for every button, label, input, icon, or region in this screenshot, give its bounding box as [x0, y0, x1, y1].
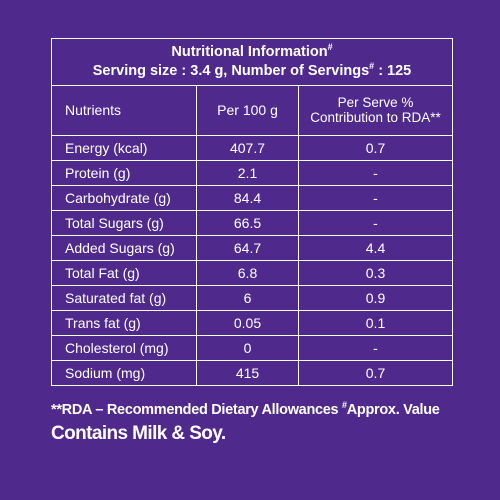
rda-value: 0.1 [298, 310, 453, 336]
rda-value: 0.9 [298, 285, 453, 311]
per100-value: 66.5 [196, 210, 299, 236]
rda-value: - [298, 160, 453, 186]
column-header-row: Nutrients Per 100 g Per Serve % Contribu… [51, 85, 453, 136]
nutrient-name: Added Sugars (g) [51, 235, 197, 261]
table-header-row: Nutritional Information# Serving size : … [51, 38, 453, 86]
serving-info: Serving size : 3.4 g, Number of Servings… [52, 60, 452, 79]
nutrient-name: Cholesterol (mg) [51, 335, 197, 361]
footnote-hash: # [342, 400, 347, 411]
col-header-nutrients: Nutrients [51, 85, 197, 136]
rda-footnote: **RDA – Recommended Dietary Allowances #… [51, 400, 440, 418]
per100-value: 0.05 [196, 310, 299, 336]
title-text: Nutritional Information [171, 44, 328, 61]
col-header-rda: Per Serve % Contribution to RDA** [298, 85, 453, 136]
rda-value: - [298, 335, 453, 361]
rda-value: - [298, 210, 453, 236]
rda-value: 0.7 [298, 360, 453, 386]
table-row: Carbohydrate (g) 84.4- [51, 185, 453, 211]
nutrient-name: Total Fat (g) [51, 260, 197, 286]
approx-value-text: Approx. Value [346, 402, 440, 418]
serving-hash: # [369, 60, 375, 71]
nutrient-name: Total Sugars (g) [51, 210, 197, 236]
per100-value: 415 [196, 360, 299, 386]
rda-footnote-text: **RDA – Recommended Dietary Allowances [51, 402, 339, 418]
per100-value: 6.8 [196, 260, 299, 286]
nutrient-name: Carbohydrate (g) [51, 185, 197, 211]
table-row: Added Sugars (g) 64.7 4.4 [51, 235, 453, 261]
table-row: Trans fat (g) 0.05 0.1 [51, 310, 453, 336]
per100-value: 6 [196, 285, 299, 311]
title-hash: # [327, 42, 333, 53]
nutrition-table: Nutritional Information# Serving size : … [51, 38, 453, 386]
nutrient-name: Saturated fat (g) [51, 285, 197, 311]
rda-value: 4.4 [298, 235, 453, 261]
table-row: Cholesterol (mg) 0- [51, 335, 453, 361]
serving-text: Serving size : 3.4 g, Number of Servings [92, 62, 370, 79]
nutrient-name: Energy (kcal) [51, 135, 197, 161]
allergen-statement: Contains Milk & Soy. [51, 423, 226, 444]
nutrient-name: Protein (g) [51, 160, 197, 186]
col-header-per100: Per 100 g [196, 85, 299, 136]
rda-value: - [298, 185, 453, 211]
table-row: Total Sugars (g) 66.5- [51, 210, 453, 236]
rda-value: 0.7 [298, 135, 453, 161]
rda-header-line2: Contribution to RDA** [310, 109, 441, 125]
per100-value: 407.7 [196, 135, 299, 161]
per100-value: 84.4 [196, 185, 299, 211]
table-row: Saturated fat (g) 6 0.9 [51, 285, 453, 311]
table-title-cell: Nutritional Information# Serving size : … [51, 38, 453, 86]
rda-header-line1: Per Serve % [337, 95, 414, 111]
rda-value: 0.3 [298, 260, 453, 286]
table-row: Total Fat (g) 6.8 0.3 [51, 260, 453, 286]
nutrient-name: Trans fat (g) [51, 310, 197, 336]
table-row: Energy (kcal) 407.7 0.7 [51, 135, 453, 161]
nutrient-rows: Energy (kcal) 407.7 0.7 Protein (g) 2.1- Carb… [51, 135, 453, 386]
per100-value: 2.1 [196, 160, 299, 186]
servings-count: : 125 [378, 62, 412, 79]
table-row: Protein (g) 2.1- [51, 160, 453, 186]
table-title: Nutritional Information# [52, 42, 452, 61]
table-row: Sodium (mg) 415 0.7 [51, 360, 453, 386]
per100-value: 0 [196, 335, 299, 361]
nutrient-name: Sodium (mg) [51, 360, 197, 386]
per100-value: 64.7 [196, 235, 299, 261]
